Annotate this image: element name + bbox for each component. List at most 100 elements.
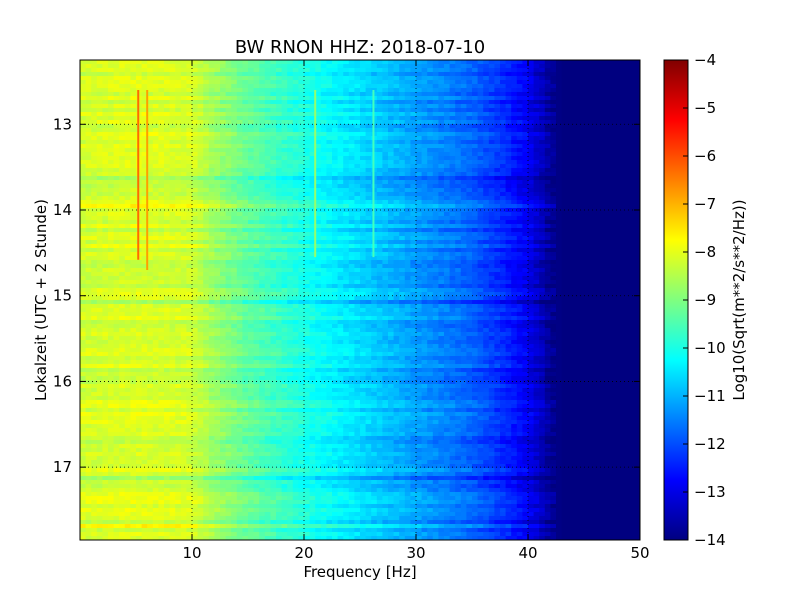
heatmap-cell [80, 200, 87, 205]
heatmap-cell [544, 196, 551, 201]
heatmap-cell [567, 112, 574, 117]
heatmap-cell [304, 188, 311, 193]
heatmap-cell [623, 220, 630, 225]
heatmap-cell [427, 252, 434, 257]
heatmap-cell [393, 184, 400, 189]
heatmap-cell [612, 204, 619, 209]
heatmap-cell [85, 148, 92, 153]
heatmap-cell [427, 88, 434, 93]
heatmap-cell [220, 172, 227, 177]
heatmap-cell [623, 84, 630, 89]
heatmap-cell [360, 160, 367, 165]
heatmap-cell [119, 172, 126, 177]
heatmap-cell [556, 120, 563, 125]
heatmap-cell [388, 100, 395, 105]
heatmap-cell [242, 232, 249, 237]
heatmap-cell [225, 148, 232, 153]
heatmap-cell [449, 108, 456, 113]
heatmap-cell [264, 204, 271, 209]
heatmap-cell [343, 116, 350, 121]
heatmap-cell [595, 144, 602, 149]
heatmap-cell [169, 84, 176, 89]
heatmap-cell [180, 232, 187, 237]
heatmap-cell [438, 212, 445, 217]
heatmap-cell [511, 184, 518, 189]
heatmap-cell [556, 176, 563, 181]
heatmap-cell [634, 160, 640, 165]
heatmap-cell [85, 88, 92, 93]
heatmap-cell [270, 112, 277, 117]
heatmap-cell [427, 196, 434, 201]
heatmap-cell [371, 256, 378, 261]
heatmap-cell [186, 88, 193, 93]
heatmap-cell [326, 104, 333, 109]
heatmap-cell [80, 68, 87, 73]
heatmap-cell [432, 176, 439, 181]
heatmap-cell [612, 136, 619, 141]
heatmap-cell [130, 172, 137, 177]
heatmap-cell [483, 148, 490, 153]
heatmap-cell [612, 152, 619, 157]
heatmap-cell [80, 256, 87, 261]
heatmap-cell [584, 228, 591, 233]
heatmap-cell [567, 192, 574, 197]
heatmap-cell [550, 60, 557, 65]
heatmap-cell [320, 144, 327, 149]
heatmap-cell [612, 192, 619, 197]
heatmap-cell [438, 164, 445, 169]
heatmap-cell [220, 60, 227, 65]
heatmap-cell [231, 168, 238, 173]
heatmap-cell [175, 104, 182, 109]
heatmap-cell [259, 204, 266, 209]
heatmap-cell [225, 224, 232, 229]
heatmap-cell [533, 212, 540, 217]
heatmap-cell [169, 196, 176, 201]
heatmap-cell [511, 248, 518, 253]
heatmap-cell [516, 236, 523, 241]
heatmap-cell [119, 204, 126, 209]
heatmap-cell [253, 184, 260, 189]
heatmap-cell [119, 224, 126, 229]
heatmap-cell [192, 140, 199, 145]
heatmap-cell [371, 60, 378, 65]
heatmap-cell [214, 132, 221, 137]
heatmap-cell [623, 172, 630, 177]
heatmap-cell [242, 112, 249, 117]
heatmap-cell [276, 196, 283, 201]
heatmap-cell [472, 176, 479, 181]
heatmap-cell [595, 88, 602, 93]
heatmap-cell [488, 240, 495, 245]
heatmap-cell [410, 240, 417, 245]
heatmap-cell [304, 192, 311, 197]
heatmap-cell [382, 116, 389, 121]
heatmap-cell [248, 220, 255, 225]
heatmap-cell [192, 96, 199, 101]
heatmap-cell [572, 104, 579, 109]
heatmap-cell [410, 204, 417, 209]
heatmap-cell [253, 176, 260, 181]
heatmap-cell [416, 244, 423, 249]
heatmap-cell [136, 64, 143, 69]
heatmap-cell [472, 224, 479, 229]
heatmap-cell [80, 176, 87, 181]
heatmap-cell [208, 80, 215, 85]
heatmap-cell [332, 148, 339, 153]
heatmap-cell [175, 96, 182, 101]
heatmap-cell [432, 172, 439, 177]
heatmap-cell [432, 112, 439, 117]
heatmap-cell [180, 228, 187, 233]
heatmap-cell [561, 248, 568, 253]
heatmap-cell [466, 188, 473, 193]
heatmap-cell [309, 228, 316, 233]
heatmap-cell [292, 152, 299, 157]
heatmap-cell [533, 140, 540, 145]
heatmap-cell [220, 128, 227, 133]
heatmap-cell [360, 252, 367, 257]
heatmap-cell [96, 156, 103, 161]
heatmap-cell [483, 132, 490, 137]
heatmap-cell [466, 224, 473, 229]
heatmap-cell [259, 108, 266, 113]
heatmap-cell [505, 252, 512, 257]
heatmap-cell [511, 68, 518, 73]
heatmap-cell [494, 116, 501, 121]
